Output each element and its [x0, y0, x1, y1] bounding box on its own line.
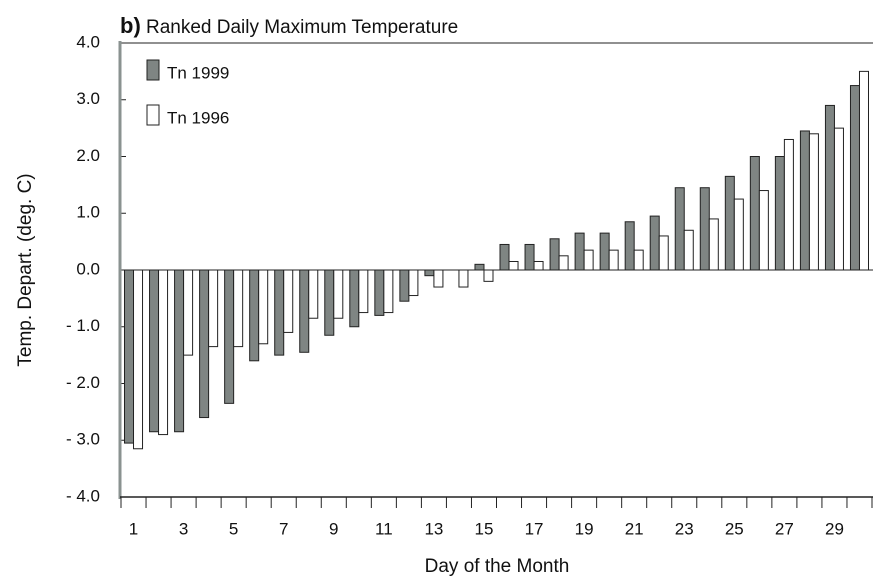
legend-label: Tn 1999 [167, 63, 229, 82]
bar [749, 156, 760, 271]
x-tick-label: 23 [675, 519, 694, 538]
bar [708, 218, 719, 271]
y-tick-label: 2.0 [76, 146, 100, 165]
legend-label: Tn 1996 [167, 108, 229, 127]
x-tick-label: 29 [825, 519, 844, 538]
bar [849, 85, 860, 271]
y-tick-label: - 4.0 [66, 486, 100, 505]
bar [583, 249, 594, 271]
x-tick-label: 5 [229, 519, 238, 538]
y-tick-label: 4.0 [76, 32, 100, 51]
bar [274, 269, 285, 356]
bar [683, 229, 694, 271]
bar [699, 187, 710, 271]
x-axis-label: Day of the Month [425, 556, 570, 577]
bar [424, 269, 435, 277]
x-tick-label: 25 [725, 519, 744, 538]
y-tick-label: 1.0 [76, 203, 100, 222]
bar [633, 249, 644, 271]
bar [458, 269, 469, 288]
y-tick-label: - 2.0 [66, 373, 100, 392]
bar [758, 190, 769, 271]
bar [233, 269, 244, 348]
bar [674, 187, 685, 271]
bar [249, 269, 260, 362]
bar [224, 269, 235, 404]
bar [133, 269, 144, 450]
bar [599, 232, 610, 271]
bar [349, 269, 360, 328]
bar [533, 260, 544, 271]
bar [574, 232, 585, 271]
bar [808, 133, 819, 271]
x-tick-label: 21 [625, 519, 644, 538]
bar [624, 221, 635, 271]
x-tick-label: 13 [424, 519, 443, 538]
x-tick-label: 3 [179, 519, 188, 538]
bar [308, 269, 319, 319]
bar [124, 269, 135, 444]
x-tick-label: 11 [375, 519, 393, 538]
bar [724, 175, 735, 271]
x-tick-label: 1 [129, 519, 138, 538]
bar [399, 269, 410, 302]
bar [374, 269, 385, 316]
bar [324, 269, 335, 336]
x-tick-label: 9 [329, 519, 338, 538]
bar [733, 198, 744, 271]
bar [508, 260, 519, 271]
x-tick-label: 19 [575, 519, 594, 538]
bar [833, 127, 844, 271]
bar [649, 215, 660, 271]
bar [774, 156, 785, 271]
legend-swatch [146, 104, 160, 126]
y-axis-label: Temp. Depart. (deg. C) [15, 173, 36, 366]
bar [783, 138, 794, 271]
bar [158, 269, 169, 436]
legend-swatch [146, 59, 160, 81]
panel-label: b) [120, 13, 141, 38]
bar [183, 269, 194, 356]
bar [208, 269, 219, 348]
bar [383, 269, 394, 314]
y-tick-label: 3.0 [76, 89, 100, 108]
bar [824, 104, 835, 271]
bar [483, 269, 494, 282]
x-tick-label: 17 [525, 519, 544, 538]
bar [858, 70, 869, 271]
bar [558, 255, 569, 271]
bar [799, 130, 810, 271]
y-tick-label: 0.0 [76, 259, 100, 278]
x-tick-label: 15 [475, 519, 494, 538]
bar [408, 269, 419, 297]
bar [283, 269, 294, 333]
y-tick-label: - 3.0 [66, 430, 100, 449]
bar [658, 235, 669, 271]
chart-title: Ranked Daily Maximum Temperature [146, 17, 458, 38]
x-tick-label: 27 [775, 519, 794, 538]
bar [433, 269, 444, 288]
bar [474, 263, 485, 271]
bar [499, 243, 510, 271]
bar [199, 269, 210, 419]
bar [299, 269, 310, 353]
bar [258, 269, 269, 345]
bar [333, 269, 344, 319]
x-tick-label: 7 [279, 519, 288, 538]
bar [524, 243, 535, 271]
bar [174, 269, 185, 433]
y-tick-label: - 1.0 [66, 316, 100, 335]
bar [549, 238, 560, 271]
bar [608, 249, 619, 271]
bar [149, 269, 160, 433]
bar [358, 269, 369, 314]
